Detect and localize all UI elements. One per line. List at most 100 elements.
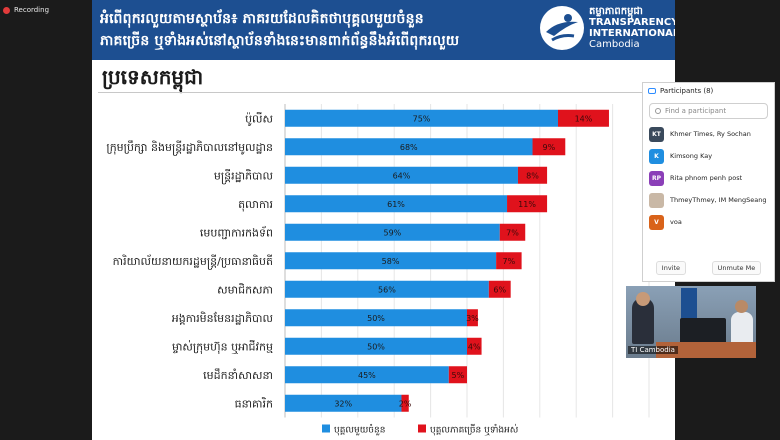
bar-data-label: 61% (387, 200, 405, 209)
bar-most-or-all (558, 109, 609, 127)
bar-data-label: 6% (493, 285, 506, 294)
participants-actions: Invite Unmute Me (643, 261, 774, 275)
bar-most-or-all (448, 366, 467, 384)
participant-name: Kimsong Kay (670, 152, 713, 160)
bar-data-label: 9% (543, 143, 556, 152)
participant-list: KT Khmer Times, Ry Sochan K Kimsong Kay RP Ri… (643, 123, 774, 233)
bar-some-individuals (285, 223, 500, 241)
bar-most-or-all (467, 309, 478, 327)
legend-swatch (322, 424, 330, 433)
participant-name: Khmer Times, Ry Sochan (670, 130, 751, 138)
bar-some-individuals (285, 280, 489, 298)
bar-data-label: 7% (506, 228, 519, 237)
category-label: អង្គការមិនមែនរដ្ឋាភិបាល (172, 311, 273, 325)
bar-data-label: 64% (393, 171, 411, 180)
bar-most-or-all (532, 138, 566, 156)
participant-search-input[interactable]: Find a participant (649, 103, 768, 119)
bar-data-label: 11% (518, 200, 536, 209)
bar-data-label: 56% (378, 285, 396, 294)
bar-data-label: 4% (468, 342, 481, 351)
slide-title: អំពើពុករលួយតាមស្ថាប័ន៖ ភាគរយដែលគិតថាបុគ្… (100, 8, 530, 52)
participant-item[interactable]: ThmeyThmey, IM MengSeang (643, 189, 774, 211)
participants-panel: Participants (8) Find a participant KT Kh… (642, 82, 775, 282)
video-person-left (632, 298, 654, 344)
logo-khmer: តម្លាភាពកម្ពុជា (589, 6, 643, 17)
legend-swatch (418, 424, 426, 433)
bar-most-or-all (401, 394, 409, 412)
bar-data-label: 68% (400, 143, 418, 152)
participant-item[interactable]: RP Rita phnom penh post (643, 167, 774, 189)
bar-data-label: 75% (413, 114, 431, 123)
bar-data-label: 50% (367, 314, 385, 323)
participants-header: Participants (8) (643, 83, 774, 99)
bar-data-label: 50% (367, 342, 385, 351)
video-name-label: TI Cambodia (628, 346, 678, 354)
participant-item[interactable]: K Kimsong Kay (643, 145, 774, 167)
bar-some-individuals (285, 166, 518, 184)
slide-title-line2: ភាគច្រើន ឬទាំងអស់នៅស្ថាប័នទាំងនេះមានពាក់… (100, 33, 460, 49)
bar-data-label: 2% (399, 399, 412, 408)
bar-data-label: 5% (452, 371, 465, 380)
bar-most-or-all (496, 252, 522, 270)
participant-avatar: RP (649, 170, 664, 186)
bar-most-or-all (488, 280, 511, 298)
participant-avatar: V (649, 214, 664, 230)
category-label: មេបញ្ជាការកងទ័ព (200, 225, 273, 239)
category-label: មន្ត្រីរដ្ឋាភិបាល (214, 168, 273, 184)
bar-data-label: 58% (382, 257, 400, 266)
bar-most-or-all (499, 223, 526, 241)
logo-transparency: TRANSPARENCY (589, 17, 675, 28)
participant-item[interactable]: KT Khmer Times, Ry Sochan (643, 123, 774, 145)
category-label: មេដឹកនាំសាសនា (203, 368, 273, 382)
search-placeholder: Find a participant (665, 107, 727, 115)
bar-some-individuals (285, 337, 467, 355)
bar-data-label: 3% (466, 314, 479, 323)
video-table (656, 342, 756, 358)
bar-some-individuals (285, 366, 449, 384)
bar-data-label: 7% (503, 257, 516, 266)
record-icon (3, 6, 10, 14)
logo-emblem-icon (540, 6, 584, 50)
participant-avatar: K (649, 148, 664, 164)
category-label: ការិយាល័យនាយករដ្ឋមន្ត្រី/ប្រធានាធិបតី (113, 254, 273, 270)
bar-some-individuals (285, 138, 533, 156)
participant-name: ThmeyThmey, IM MengSeang (670, 196, 767, 204)
category-label: ប៉ូលីស (245, 111, 273, 126)
bar-data-label: 45% (358, 371, 376, 380)
logo-text: តម្លាភាពកម្ពុជា TRANSPARENCY INTERNATION… (589, 6, 675, 50)
category-label: ក្រុមប្រឹក្សា និងមន្ត្រីរដ្ឋាភិបាលនៅមូលដ… (106, 140, 273, 156)
bar-data-label: 59% (383, 228, 401, 237)
bar-data-label: 14% (575, 114, 593, 123)
legend-label: បុគ្គលមួយចំនួន (334, 424, 385, 436)
slide-subtitle: ប្រទេសកម្ពុជា (102, 65, 204, 89)
bar-most-or-all (467, 337, 482, 355)
category-label: តុលាការ (238, 198, 273, 212)
bar-most-or-all (517, 166, 548, 184)
slide-header: អំពើពុករលួយតាមស្ថាប័ន៖ ភាគរយដែលគិតថាបុគ្… (92, 0, 675, 60)
video-person-right-head (735, 300, 748, 313)
participants-title: Participants (8) (660, 87, 714, 95)
bar-some-individuals (285, 109, 558, 127)
subtitle-divider (98, 92, 668, 93)
invite-button[interactable]: Invite (655, 261, 687, 275)
participant-avatar: KT (649, 126, 664, 142)
video-tile[interactable]: TI Cambodia (626, 286, 756, 358)
logo-cambodia: Cambodia (589, 39, 640, 50)
recording-indicator: Recording (3, 6, 49, 14)
bar-data-label: 32% (334, 399, 352, 408)
legend-label: បុគ្គលភាគច្រើន ឬទាំងអស់ (430, 424, 519, 436)
category-label: សមាជិកសភា (217, 282, 273, 296)
slide-title-line1: អំពើពុករលួយតាមស្ថាប័ន៖ ភាគរយដែលគិតថាបុគ្… (100, 11, 424, 27)
bar-some-individuals (285, 309, 467, 327)
unmute-button[interactable]: Unmute Me (711, 261, 762, 275)
recording-label: Recording (14, 6, 50, 14)
participant-name: voa (670, 218, 682, 226)
video-laptop (680, 318, 726, 344)
participant-avatar (649, 192, 664, 208)
category-label: ម្ចាស់ក្រុមហ៊ុន ឬអាជីវកម្ម (172, 339, 273, 354)
transparency-international-logo: តម្លាភាពកម្ពុជា TRANSPARENCY INTERNATION… (540, 6, 675, 50)
bar-chart: ប៉ូលីស 75% 14% ក្រុមប្រឹក្សា និងមន្ត្រីរដ្ឋ… (106, 104, 650, 436)
presentation-slide: អំពើពុករលួយតាមស្ថាប័ន៖ ភាគរយដែលគិតថាបុគ្… (92, 0, 675, 440)
